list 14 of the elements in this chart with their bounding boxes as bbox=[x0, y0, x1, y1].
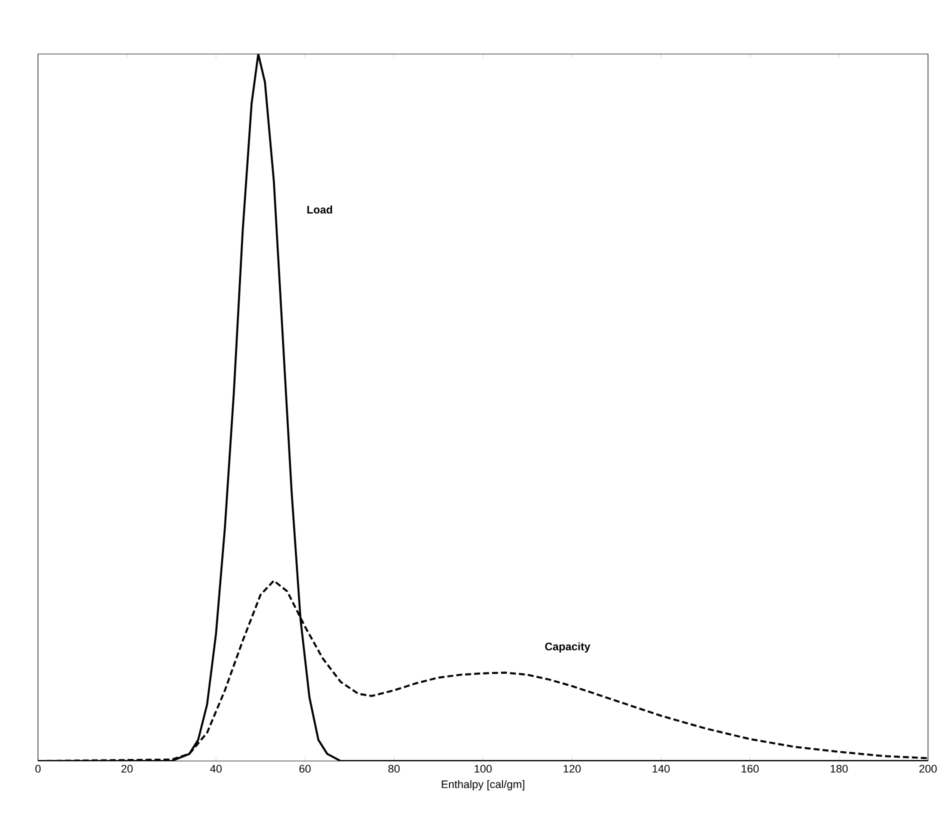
text: Load bbox=[307, 206, 332, 214]
x-tick-label: 20 bbox=[121, 764, 133, 773]
x-tick-label: 120 bbox=[564, 764, 581, 773]
x-tick-label: 200 bbox=[919, 764, 937, 773]
x-tick-label: 0 bbox=[35, 764, 41, 773]
x-tick-label: 80 bbox=[388, 764, 400, 773]
x-axis-title: Enthalpy [cal/gm] bbox=[442, 780, 524, 790]
x-tick-label: 140 bbox=[652, 764, 670, 773]
x-tick-label: 40 bbox=[210, 764, 222, 773]
x-tick-label: 60 bbox=[299, 764, 311, 773]
x-tick-label: 160 bbox=[742, 764, 759, 773]
x-tick-label: 100 bbox=[474, 764, 492, 773]
x-tick-label: 180 bbox=[830, 764, 848, 773]
text: Capacity bbox=[545, 642, 590, 653]
